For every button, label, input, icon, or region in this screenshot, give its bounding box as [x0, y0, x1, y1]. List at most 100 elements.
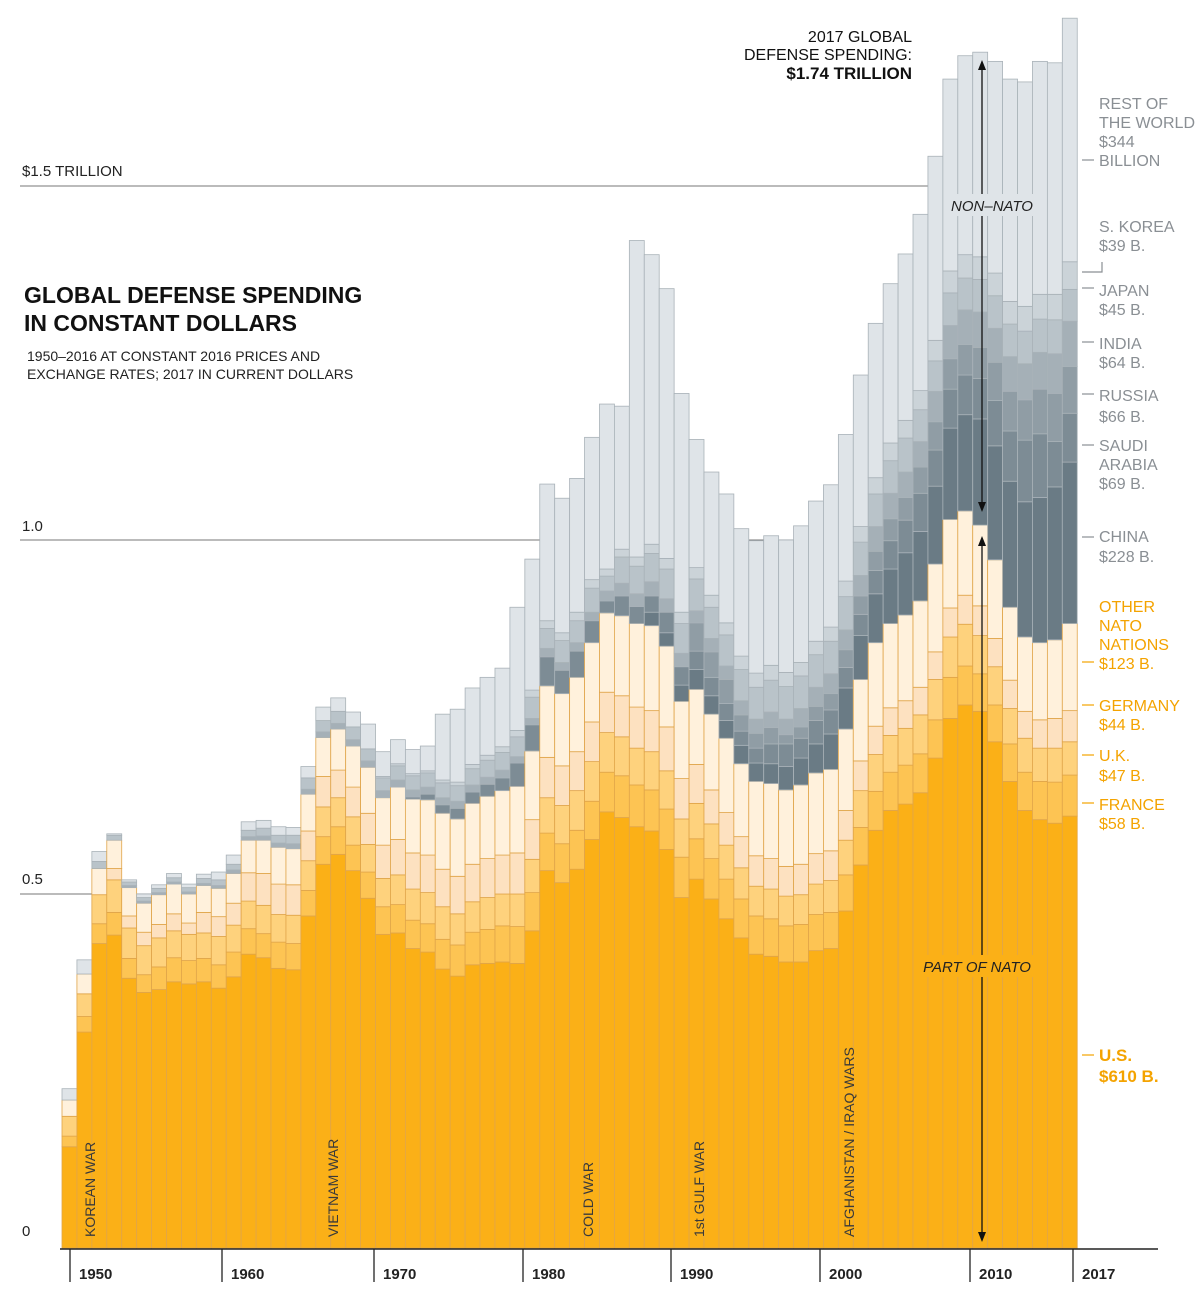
legend-label-rest-of-the-world: $344 [1099, 134, 1135, 151]
bar-u-s-1980 [509, 962, 526, 1249]
bar-u-s-2013 [1002, 781, 1018, 1249]
bar-china-2011 [972, 418, 989, 526]
bar-germany-2002 [837, 810, 854, 841]
bar-india-2015 [1032, 351, 1048, 390]
bar-saudi-arabia-1984 [569, 650, 585, 678]
bar-rest-of-the-world-1990 [658, 288, 675, 559]
bar-other-nato-nations-1978 [479, 795, 496, 859]
bar-france-2002 [837, 874, 854, 912]
bar-germany-1971 [375, 844, 391, 879]
bar-japan-1988 [628, 565, 645, 595]
bar-japan-1968 [330, 710, 347, 724]
bar-u-k-1991 [673, 818, 690, 858]
bar-india-2011 [972, 311, 989, 348]
bar-japan-1964 [270, 834, 287, 844]
bar-japan-1987 [614, 556, 630, 584]
bar-rest-of-the-world-1952 [91, 851, 108, 862]
bar-germany-2001 [823, 850, 839, 881]
legend-label-u-s: $610 B. [1099, 1067, 1159, 1086]
bar-india-1964 [270, 842, 287, 848]
x-tick-label: 1970 [383, 1266, 416, 1283]
bar-saudi-arabia-1982 [539, 656, 556, 687]
bar-india-2017 [1061, 320, 1078, 367]
bar-germany-1961 [225, 902, 242, 926]
bar-u-k-2006 [897, 727, 914, 766]
bar-other-nato-nations-1954 [121, 887, 138, 917]
bar-germany-1964 [270, 883, 287, 915]
bar-india-2001 [823, 673, 839, 695]
bar-u-k-1978 [479, 897, 496, 930]
bar-u-s-1998 [778, 961, 794, 1249]
bar-france-1988 [628, 784, 645, 828]
bar-china-1999 [793, 757, 809, 786]
bar-u-s-2006 [897, 803, 914, 1249]
war-labels: KOREAN WAR VIETNAM WAR COLD WAR 1st GULF… [82, 1047, 857, 1237]
bar-other-nato-nations-1967 [315, 737, 332, 777]
bar-france-1975 [434, 938, 451, 970]
bar-rest-of-the-world-1972 [390, 739, 406, 765]
bar-china-1991 [673, 684, 690, 702]
bar-u-s-1991 [673, 897, 690, 1249]
bar-france-1957 [166, 957, 182, 983]
bar-japan-1960 [210, 879, 227, 886]
bar-china-2017 [1061, 461, 1078, 624]
bar-rest-of-the-world-2016 [1046, 62, 1063, 295]
bar-germany-1980 [509, 852, 526, 895]
bar-india-1990 [658, 598, 675, 613]
bar-rest-of-the-world-1957 [166, 873, 182, 879]
bar-germany-2014 [1017, 710, 1033, 739]
bar-germany-1990 [658, 726, 675, 772]
bar-u-s-2016 [1046, 822, 1063, 1249]
bar-other-nato-nations-1998 [778, 789, 794, 867]
bar-rest-of-the-world-1980 [509, 606, 526, 731]
bar-s-korea-1999 [793, 662, 809, 677]
bar-france-1950 [61, 1135, 78, 1148]
bar-japan-1956 [151, 887, 167, 893]
bar-other-nato-nations-1983 [554, 693, 571, 767]
bar-japan-1986 [599, 575, 615, 592]
legend-label-u-k: $47 B. [1099, 768, 1145, 785]
bar-rest-of-the-world-1958 [181, 883, 197, 889]
bar-germany-2004 [867, 725, 884, 755]
bar-germany-1986 [599, 691, 615, 733]
bar-japan-1952 [91, 861, 108, 869]
bar-japan-1972 [390, 765, 406, 781]
y-tick-labels: $1.5 TRILLION 1.0 0.5 0 [22, 163, 123, 1240]
bar-rest-of-the-world-1989 [643, 254, 660, 545]
bar-india-2007 [912, 441, 929, 468]
bar-other-nato-nations-1997 [763, 783, 780, 859]
bar-u-k-1996 [748, 885, 765, 917]
bar-rest-of-the-world-2017 [1061, 17, 1078, 263]
x-tick-label: 2000 [829, 1266, 862, 1283]
bar-other-nato-nations-2010 [957, 510, 974, 596]
bar-u-k-1951 [76, 993, 93, 1017]
bar-rest-of-the-world-1962 [240, 821, 257, 831]
bar-france-1991 [673, 856, 690, 898]
bar-russia-2009 [942, 358, 959, 390]
bar-rest-of-the-world-1994 [718, 493, 735, 624]
bar-china-1992 [688, 669, 705, 690]
bar-germany-1999 [793, 863, 809, 896]
bar-france-1981 [524, 892, 541, 932]
bar-france-2006 [897, 764, 914, 805]
bar-u-s-1965 [285, 969, 302, 1249]
bar-u-s-1956 [151, 989, 167, 1249]
bar-s-korea-1985 [584, 579, 600, 589]
bar-rest-of-the-world-1993 [703, 471, 720, 596]
bar-s-korea-1982 [539, 620, 556, 629]
bar-germany-2005 [882, 707, 899, 736]
bar-france-1956 [151, 966, 167, 990]
bar-s-korea-1997 [763, 664, 780, 681]
bar-france-1987 [614, 775, 630, 818]
legend-label-s-korea: S. KOREA [1099, 219, 1175, 236]
bar-japan-1981 [524, 696, 541, 719]
legend-label-china: $228 B. [1099, 549, 1154, 566]
bar-rest-of-the-world-1987 [614, 405, 630, 550]
series-legend: REST OF THE WORLD $344 BILLION S. KOREA $39 B… [1082, 96, 1195, 1086]
bar-u-s-2005 [882, 810, 899, 1249]
bar-u-k-1964 [270, 914, 287, 943]
bar-france-1979 [494, 925, 511, 963]
bar-u-s-1997 [763, 955, 780, 1249]
bar-france-1971 [375, 906, 391, 935]
